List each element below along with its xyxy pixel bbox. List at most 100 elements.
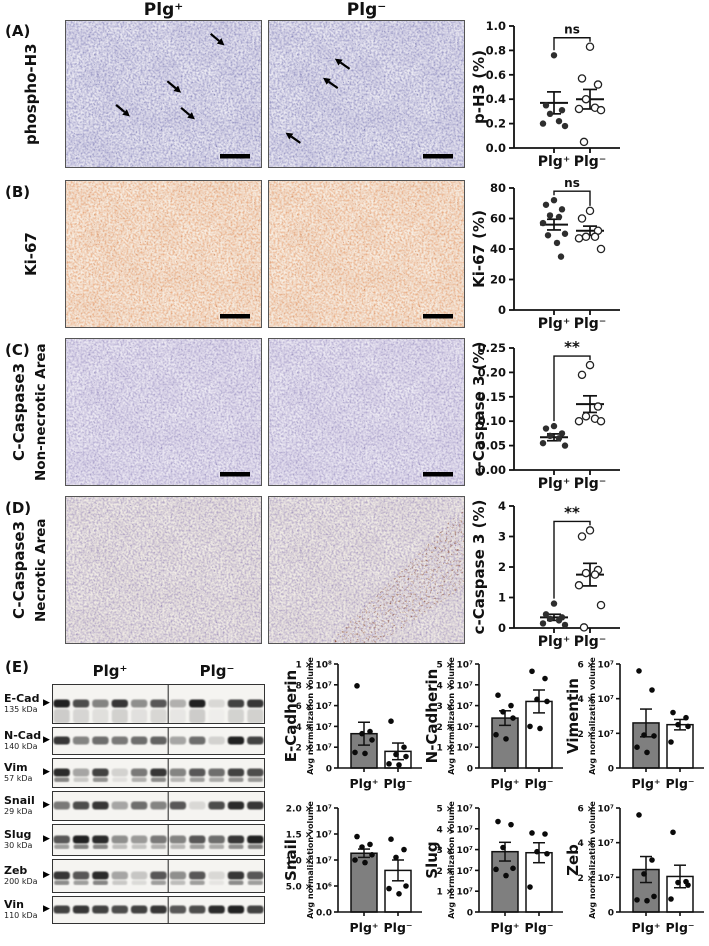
svg-text:1 × 10⁷: 1 × 10⁷ — [436, 888, 473, 898]
svg-text:5 × 10⁷: 5 × 10⁷ — [436, 805, 473, 815]
panel-d-letter: (D) — [5, 499, 32, 517]
blot-label-slug: Slug 30 kDa — [4, 828, 33, 851]
svg-text:2.0 × 10⁷: 2.0 × 10⁷ — [286, 805, 332, 815]
svg-text:0: 0 — [498, 303, 506, 317]
svg-text:1.5 × 10⁷: 1.5 × 10⁷ — [286, 831, 332, 841]
svg-text:1.0: 1.0 — [486, 19, 506, 33]
svg-text:1: 1 — [498, 591, 506, 605]
svg-text:E-Cadherin: E-Cadherin — [284, 670, 300, 762]
svg-text:4 × 10⁷: 4 × 10⁷ — [577, 695, 614, 705]
svg-text:Avg normalization volume: Avg normalization volume — [447, 801, 456, 919]
blot-header-plg-plus: Plg⁺ — [92, 662, 128, 680]
svg-text:2 × 10⁷: 2 × 10⁷ — [436, 867, 473, 877]
slug-bar-chart: Plg⁺ Plg⁻ 0 1 × 10⁷ 2 × 10⁷ 3 × 10⁷ 4 × 10⁷ 5 ×… — [425, 801, 563, 935]
histology-ki67-plg-plus — [65, 180, 262, 328]
svg-text:3 × 10⁷: 3 × 10⁷ — [436, 702, 473, 712]
svg-text:4 × 10⁷: 4 × 10⁷ — [295, 723, 332, 733]
panel-d-row-sublabel: Necrotic Area — [33, 518, 49, 622]
column-header-plg-minus: Plg⁻ — [346, 0, 387, 20]
snail-bar-chart: Plg⁺ Plg⁻ 0.0 5.0 × 10⁶ 1.0 × 10⁷ 1.5 × 10⁷ 2.… — [284, 801, 422, 935]
svg-text:Avg normalization volume: Avg normalization volume — [588, 657, 597, 775]
svg-text:0.8: 0.8 — [486, 43, 506, 57]
svg-text:0: 0 — [467, 909, 473, 919]
histology-caspase-necrotic-plg-plus — [65, 496, 262, 644]
svg-text:3 × 10⁷: 3 × 10⁷ — [436, 846, 473, 856]
svg-text:1 × 10⁸: 1 × 10⁸ — [295, 661, 332, 671]
svg-text:Vimentin: Vimentin — [566, 678, 582, 754]
svg-text:0.05: 0.05 — [478, 439, 506, 453]
svg-text:Plg⁻: Plg⁻ — [525, 920, 554, 935]
band-marker-icon: ▶ — [43, 698, 50, 708]
svg-text:20: 20 — [490, 273, 506, 287]
blot-label-ncad: N-Cad 140 kDa — [4, 729, 42, 752]
svg-text:Plg⁺: Plg⁺ — [350, 776, 379, 791]
svg-text:2 × 10⁷: 2 × 10⁷ — [577, 874, 614, 884]
svg-text:80: 80 — [490, 181, 506, 195]
panel-c-letter: (C) — [5, 341, 30, 359]
svg-text:Plg⁻: Plg⁻ — [574, 476, 606, 492]
svg-text:0.00: 0.00 — [478, 463, 506, 477]
vimentin-bar-chart: Plg⁺ Plg⁻ 0 2 × 10⁷ 4 × 10⁷ 6 × 10⁷ Vimentin Av… — [566, 657, 704, 791]
panel-a-row-label: phospho-H3 — [22, 43, 40, 145]
svg-text:4 × 10⁷: 4 × 10⁷ — [577, 839, 614, 849]
svg-text:0.15: 0.15 — [478, 390, 506, 404]
svg-text:6 × 10⁷: 6 × 10⁷ — [577, 805, 614, 815]
svg-text:c-Caspase 3 (%): c-Caspase 3 (%) — [470, 342, 488, 477]
svg-text:**: ** — [564, 503, 580, 521]
svg-text:Avg normalization volume: Avg normalization volume — [306, 657, 315, 775]
blot-header-plg-minus: Plg⁻ — [199, 662, 235, 680]
svg-text:0.0: 0.0 — [486, 141, 506, 155]
svg-text:6 × 10⁷: 6 × 10⁷ — [295, 702, 332, 712]
svg-text:Plg⁺: Plg⁺ — [632, 920, 661, 935]
ki67-scatter-chart: 0 20 40 60 80 Ki-67 (%) Plg⁺ Plg⁻ ns — [470, 176, 620, 332]
western-blot-ncad — [52, 727, 265, 755]
svg-text:5.0 × 10⁶: 5.0 × 10⁶ — [286, 883, 332, 893]
histology-phospho-h3-plg-plus — [65, 20, 262, 168]
histology-phospho-h3-plg-minus — [268, 20, 465, 168]
svg-text:0.2: 0.2 — [486, 117, 506, 131]
svg-text:0.20: 0.20 — [478, 365, 506, 379]
blot-label-ecad: E-Cad 135 kDa — [4, 692, 40, 715]
panel-a-letter: (A) — [5, 22, 31, 40]
panel-c-row-label: C-Caspase3 — [10, 362, 28, 462]
svg-text:0: 0 — [608, 765, 614, 775]
p-h3-scatter-chart: 0.0 0.2 0.4 0.6 0.8 1.0 p-H3 (%) Plg⁺ Plg⁻ ns — [470, 19, 620, 170]
western-blot-vim — [52, 758, 265, 788]
svg-text:Ki-67 (%): Ki-67 (%) — [470, 210, 488, 288]
histology-caspase-nonnecrotic-plg-plus — [65, 338, 262, 486]
blot-label-vin: Vin 110 kDa — [4, 898, 38, 921]
svg-text:Plg⁻: Plg⁻ — [666, 920, 695, 935]
panel-e-letter: (E) — [5, 658, 29, 676]
svg-text:0.25: 0.25 — [478, 341, 506, 355]
svg-text:6 × 10⁷: 6 × 10⁷ — [577, 661, 614, 671]
blot-label-zeb: Zeb 200 kDa — [4, 864, 38, 887]
svg-text:0: 0 — [326, 765, 332, 775]
panel-b-row-label: Ki-67 — [22, 232, 40, 276]
svg-text:2 × 10⁷: 2 × 10⁷ — [436, 723, 473, 733]
svg-text:Plg⁺: Plg⁺ — [538, 316, 570, 332]
svg-text:4 × 10⁷: 4 × 10⁷ — [436, 681, 473, 691]
caspase-necrotic-scatter-chart: 0 1 2 3 4 c-Caspase 3 (%) Plg⁺ Plg⁻ ** — [470, 499, 620, 650]
band-marker-icon: ▶ — [43, 870, 50, 880]
svg-text:**: ** — [564, 338, 580, 356]
svg-text:ns: ns — [564, 23, 580, 37]
svg-text:0.6: 0.6 — [486, 68, 506, 82]
panel-d-row-label: C-Caspase3 — [10, 520, 28, 620]
ecadherin-bar-chart: Plg⁺ Plg⁻ 0 2 × 10⁷ 4 × 10⁷ 6 × 10⁷ 8 × 10⁷ 1 ×… — [284, 657, 422, 791]
svg-text:Plg⁻: Plg⁻ — [384, 776, 413, 791]
column-header-plg-plus: Plg⁺ — [143, 0, 184, 20]
svg-text:0: 0 — [467, 765, 473, 775]
histology-caspase-necrotic-plg-minus — [268, 496, 465, 644]
svg-text:Plg⁻: Plg⁻ — [384, 920, 413, 935]
svg-text:Plg⁻: Plg⁻ — [666, 776, 695, 791]
svg-text:0.0: 0.0 — [316, 909, 332, 919]
band-marker-icon: ▶ — [43, 735, 50, 745]
svg-text:Plg⁻: Plg⁻ — [574, 154, 606, 170]
svg-text:Plg⁺: Plg⁺ — [491, 920, 520, 935]
svg-text:2: 2 — [498, 560, 506, 574]
band-marker-icon: ▶ — [43, 800, 50, 810]
svg-text:Plg⁺: Plg⁺ — [538, 154, 570, 170]
svg-text:ns: ns — [564, 176, 580, 190]
svg-text:Plg⁺: Plg⁺ — [538, 634, 570, 650]
svg-text:1 × 10⁷: 1 × 10⁷ — [436, 744, 473, 754]
